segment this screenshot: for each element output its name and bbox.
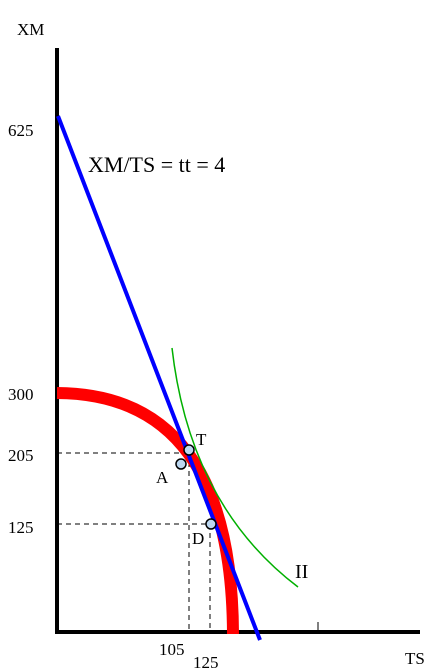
indifference-curve [171,347,299,588]
y-tick-625: 625 [8,121,34,140]
trade-line-label: XM/TS = tt = 4 [88,152,225,177]
y-axis-label: XM [17,20,44,39]
point-a-label: A [156,468,169,487]
y-tick-205: 205 [8,446,34,465]
point-d [205,518,217,530]
point-t-label: T [196,430,207,449]
y-tick-125: 125 [8,518,34,537]
production-possibility-curve [56,387,239,635]
x-tick-105: 105 [159,640,185,659]
x-tick-125: 125 [193,653,219,670]
trade-line [56,115,262,641]
point-a [175,458,187,470]
indifference-curve-label: II [295,561,308,583]
point-t [183,444,195,456]
y-tick-300: 300 [8,385,34,404]
x-axis-label: TS [405,649,425,668]
point-d-label: D [192,529,204,548]
